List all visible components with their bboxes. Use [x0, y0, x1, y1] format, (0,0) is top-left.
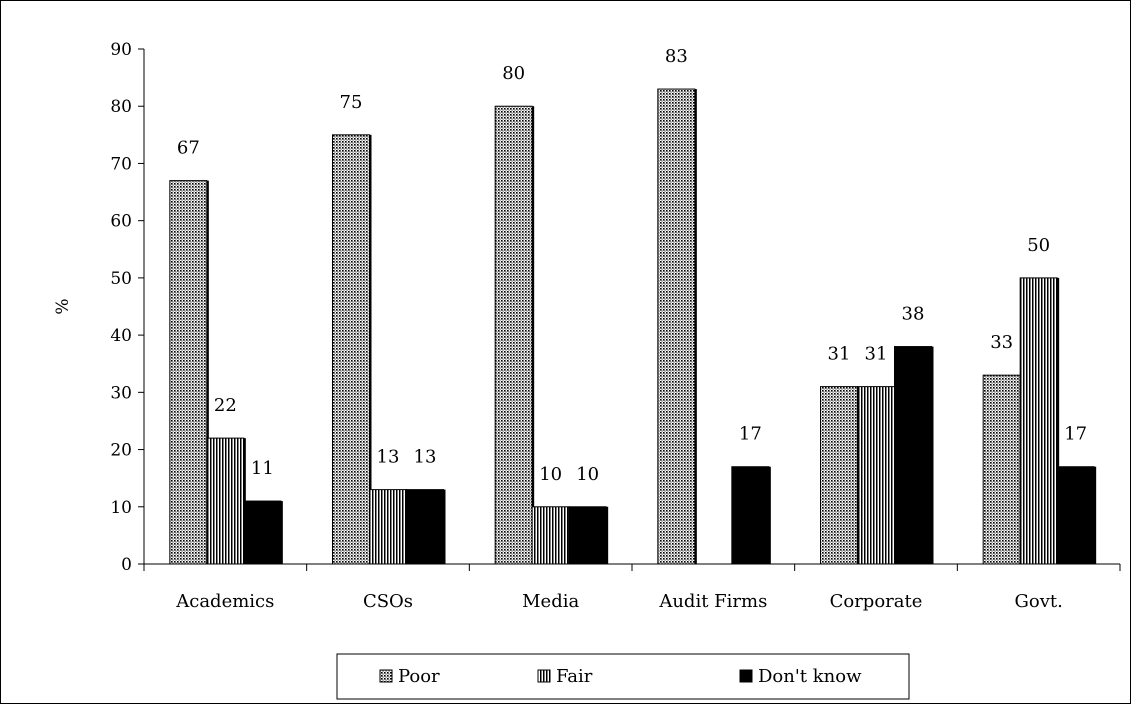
x-tick-label: Audit Firms [658, 591, 767, 612]
y-tick-label: 80 [110, 97, 132, 117]
y-tick-label: 70 [110, 154, 132, 174]
bar [169, 180, 208, 565]
data-label: 67 [177, 138, 200, 159]
data-label: 13 [377, 447, 400, 468]
data-label: 11 [251, 458, 274, 479]
data-label: 22 [214, 395, 237, 416]
bar [369, 489, 407, 565]
bar [857, 386, 895, 565]
x-tick-label: Academics [175, 591, 274, 612]
legend-label: Don't know [758, 666, 862, 687]
bar [894, 346, 932, 565]
bar [820, 386, 858, 565]
bar [531, 506, 570, 565]
legend-swatch [537, 669, 551, 683]
y-tick-label: 20 [110, 441, 132, 461]
y-tick-label: 30 [110, 383, 132, 403]
bar [1056, 466, 1095, 565]
y-tick-label: 0 [121, 555, 132, 575]
y-tick-label: 40 [110, 326, 132, 346]
bar [406, 489, 444, 565]
legend-label: Fair [556, 666, 593, 687]
bar [332, 134, 370, 565]
bars [169, 88, 1097, 565]
y-tick-label: 90 [110, 40, 132, 60]
data-label: 13 [414, 447, 437, 468]
y-tick-label: 60 [110, 212, 132, 232]
bar [1019, 277, 1058, 565]
data-label: 17 [739, 424, 762, 445]
bar [568, 506, 607, 565]
bar [206, 437, 245, 565]
legend-label: Poor [398, 666, 440, 687]
data-label: 33 [990, 332, 1013, 353]
y-tick-label: 10 [110, 498, 132, 518]
data-label: 38 [902, 304, 925, 325]
data-label: 10 [576, 464, 599, 485]
bar [494, 105, 533, 565]
y-axis-title: % [53, 298, 73, 314]
axes: 0 10 20 30 40 50 60 70 80 90% Academics CSOs Media Au… [53, 40, 1121, 612]
x-tick-label: Govt. [1014, 591, 1062, 612]
bar [657, 88, 696, 565]
data-labels: 67 22 11 75 13 13 80 10 10 83 17 31 31 38 33 50 17 [177, 46, 1087, 485]
legend-swatch [739, 669, 753, 683]
x-tick-label: Corporate [830, 591, 923, 612]
data-label: 75 [340, 92, 363, 113]
bar [731, 466, 770, 565]
data-label: 10 [539, 464, 562, 485]
bar [243, 500, 282, 565]
x-tick-label: Media [522, 591, 579, 612]
data-label: 17 [1064, 424, 1087, 445]
data-label: 31 [865, 344, 888, 365]
x-tick-label: CSOs [363, 591, 413, 612]
data-label: 31 [828, 344, 851, 365]
data-label: 83 [665, 46, 688, 67]
legend-swatch [379, 669, 393, 683]
bar [982, 374, 1021, 565]
data-label: 80 [502, 63, 525, 84]
y-tick-label: 50 [110, 269, 132, 289]
legend-box [336, 653, 910, 700]
data-label: 50 [1027, 235, 1050, 256]
legend: Poor Fair Don't know [336, 653, 910, 700]
